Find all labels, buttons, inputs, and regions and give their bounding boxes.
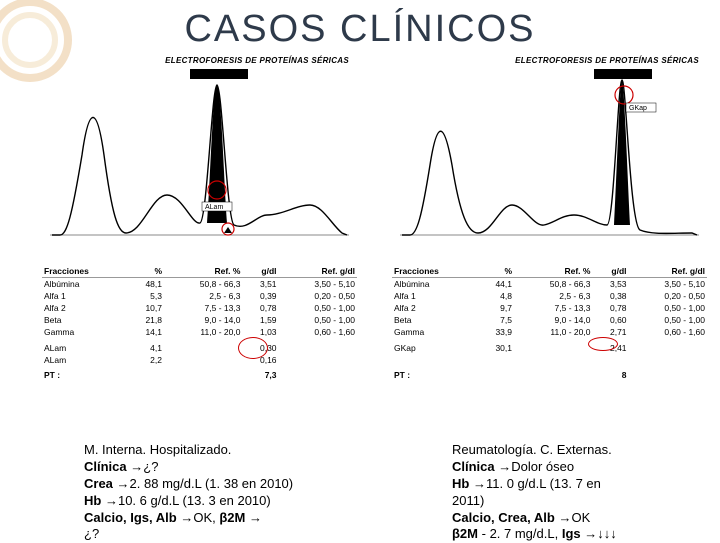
- cr-l5: β2M - 2. 7 mg/d.L, Igs↓↓↓: [452, 526, 720, 543]
- table-body-left: Albúmina48,150,8 - 66,33,513,50 - 5,10 A…: [42, 278, 357, 382]
- panel-right: ELECTROFORESIS DE PROTEÍNAS SÉRICAS GKap…: [392, 56, 707, 381]
- cl-l3: Crea2. 88 mg/d.L (1. 38 en 2010): [84, 476, 364, 493]
- cl-l1: M. Interna. Hospitalizado.: [84, 442, 364, 459]
- cr-l3b: 2011): [452, 493, 720, 510]
- cr-l4: Calcio, Crea, AlbOK: [452, 510, 720, 527]
- table-left: Fracciones % Ref. % g/dl Ref. g/dl Albúm…: [42, 265, 357, 381]
- curve-left: [52, 85, 347, 235]
- clinical-right: Reumatología. C. Externas. ClínicaDolor …: [452, 442, 720, 543]
- black-box-left: [190, 69, 248, 79]
- cr-l3: Hb11. 0 g/d.L (13. 7 en: [452, 476, 720, 493]
- cl-l5: Calcio, Igs, AlbOK, β2M: [84, 510, 364, 527]
- label-alam: ALam: [205, 204, 223, 211]
- clinical-left: M. Interna. Hospitalizado. Clínica¿? Cre…: [84, 442, 364, 543]
- cl-l4: Hb10. 6 g/d.L (13. 3 en 2010): [84, 493, 364, 510]
- black-box-right: [594, 69, 652, 79]
- cr-l1: Reumatología. C. Externas.: [452, 442, 720, 459]
- oval-left: [238, 337, 268, 359]
- chart-right: GKap: [392, 65, 707, 265]
- panel-left: ELECTROFORESIS DE PROTEÍNAS SÉRICAS ALam…: [42, 56, 357, 381]
- fill-right: [614, 80, 630, 225]
- label-gkap: GKap: [629, 105, 647, 112]
- subtitle-right: ELECTROFORESIS DE PROTEÍNAS SÉRICAS: [392, 56, 707, 65]
- chart-left: ALam: [42, 65, 357, 265]
- subtitle-left: ELECTROFORESIS DE PROTEÍNAS SÉRICAS: [42, 56, 357, 65]
- oval-right: [588, 337, 618, 351]
- cl-l6: ¿?: [84, 526, 364, 543]
- cr-l2: ClínicaDolor óseo: [452, 459, 720, 476]
- fill2-left: [224, 227, 232, 233]
- table-right: Fracciones % Ref. % g/dl Ref. g/dl Albúm…: [392, 265, 707, 381]
- page-title: CASOS CLÍNICOS: [0, 8, 720, 51]
- table-header-row: Fracciones % Ref. % g/dl Ref. g/dl: [42, 265, 357, 278]
- cl-l2: Clínica¿?: [84, 459, 364, 476]
